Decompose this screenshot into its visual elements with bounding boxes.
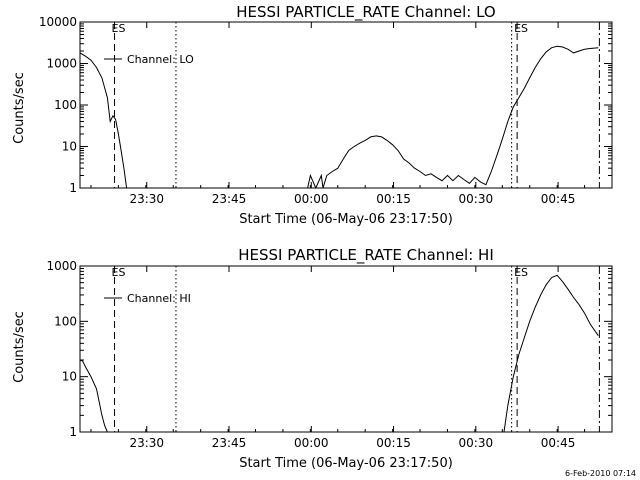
x-tick-label: 00:45 bbox=[541, 436, 576, 450]
y-tick-label: 1000 bbox=[46, 259, 77, 273]
x-tick-label: 00:30 bbox=[459, 436, 494, 450]
x-tick-label: 23:45 bbox=[212, 192, 247, 206]
x-tick-label: 00:30 bbox=[459, 192, 494, 206]
tick-group-hi: 23:30 23:45 00:00 00:15 00:30 00:45 1 10 100 1000 bbox=[46, 259, 613, 450]
x-tick-label: 00:00 bbox=[294, 436, 329, 450]
x-tick-label: 00:15 bbox=[376, 436, 411, 450]
x-tick-label: 00:00 bbox=[294, 192, 329, 206]
y-tick-label: 1 bbox=[69, 181, 77, 195]
y-tick-label: 100 bbox=[54, 314, 77, 328]
tick-group-lo: 23:30 23:45 00:00 00:15 00:30 00:45 1 10 100 1000… bbox=[39, 15, 613, 206]
plot-frame-hi bbox=[79, 265, 613, 433]
marker-lines-hi: ES ES bbox=[112, 266, 600, 432]
marker-lines-lo: ES ES bbox=[112, 22, 600, 188]
y-tick-label: 1 bbox=[69, 425, 77, 439]
legend-label-hi: Channel: HI bbox=[127, 292, 191, 305]
y-tick-label: 10 bbox=[62, 370, 77, 384]
x-tick-label: 00:15 bbox=[376, 192, 411, 206]
y-tick-label: 100 bbox=[54, 98, 77, 112]
legend-label-lo: Channel: LO bbox=[127, 53, 194, 66]
series-line-lo-0 bbox=[79, 52, 128, 189]
data-series-lo bbox=[79, 45, 599, 190]
chart-title-hi: HESSI PARTICLE_RATE Channel: HI bbox=[238, 246, 494, 265]
y-tick-label: 10000 bbox=[39, 15, 77, 29]
x-tick-label: 23:30 bbox=[129, 436, 164, 450]
y-tick-label: 1000 bbox=[46, 57, 77, 71]
x-axis-label-lo: Start Time (06-May-06 23:17:50) bbox=[239, 212, 453, 227]
x-tick-label: 23:30 bbox=[129, 192, 164, 206]
generation-timestamp: 6-Feb-2010 07:14 bbox=[565, 469, 636, 478]
y-axis-label-hi: Counts/sec bbox=[12, 311, 27, 383]
y-tick-label: 10 bbox=[62, 140, 77, 154]
marker-label: ES bbox=[112, 266, 126, 279]
x-tick-label: 00:45 bbox=[541, 192, 576, 206]
plot-frame-lo bbox=[79, 21, 613, 189]
chart-title-lo: HESSI PARTICLE_RATE Channel: LO bbox=[236, 3, 495, 22]
chart-panel-hi: HESSI PARTICLE_RATE Channel: HI Start Ti… bbox=[12, 246, 613, 471]
data-series-hi bbox=[79, 274, 599, 433]
marker-label: ES bbox=[514, 22, 528, 35]
series-line-hi-1 bbox=[503, 274, 599, 433]
marker-label: ES bbox=[112, 22, 126, 35]
x-axis-label-hi: Start Time (06-May-06 23:17:50) bbox=[239, 456, 453, 471]
x-tick-label: 23:45 bbox=[212, 436, 247, 450]
series-line-hi-0 bbox=[79, 359, 108, 433]
marker-label: ES bbox=[514, 266, 528, 279]
y-axis-label-lo: Counts/sec bbox=[12, 72, 27, 144]
chart-panel-lo: HESSI PARTICLE_RATE Channel: LO Start Ti… bbox=[12, 3, 613, 227]
series-line-lo-1 bbox=[307, 45, 599, 190]
